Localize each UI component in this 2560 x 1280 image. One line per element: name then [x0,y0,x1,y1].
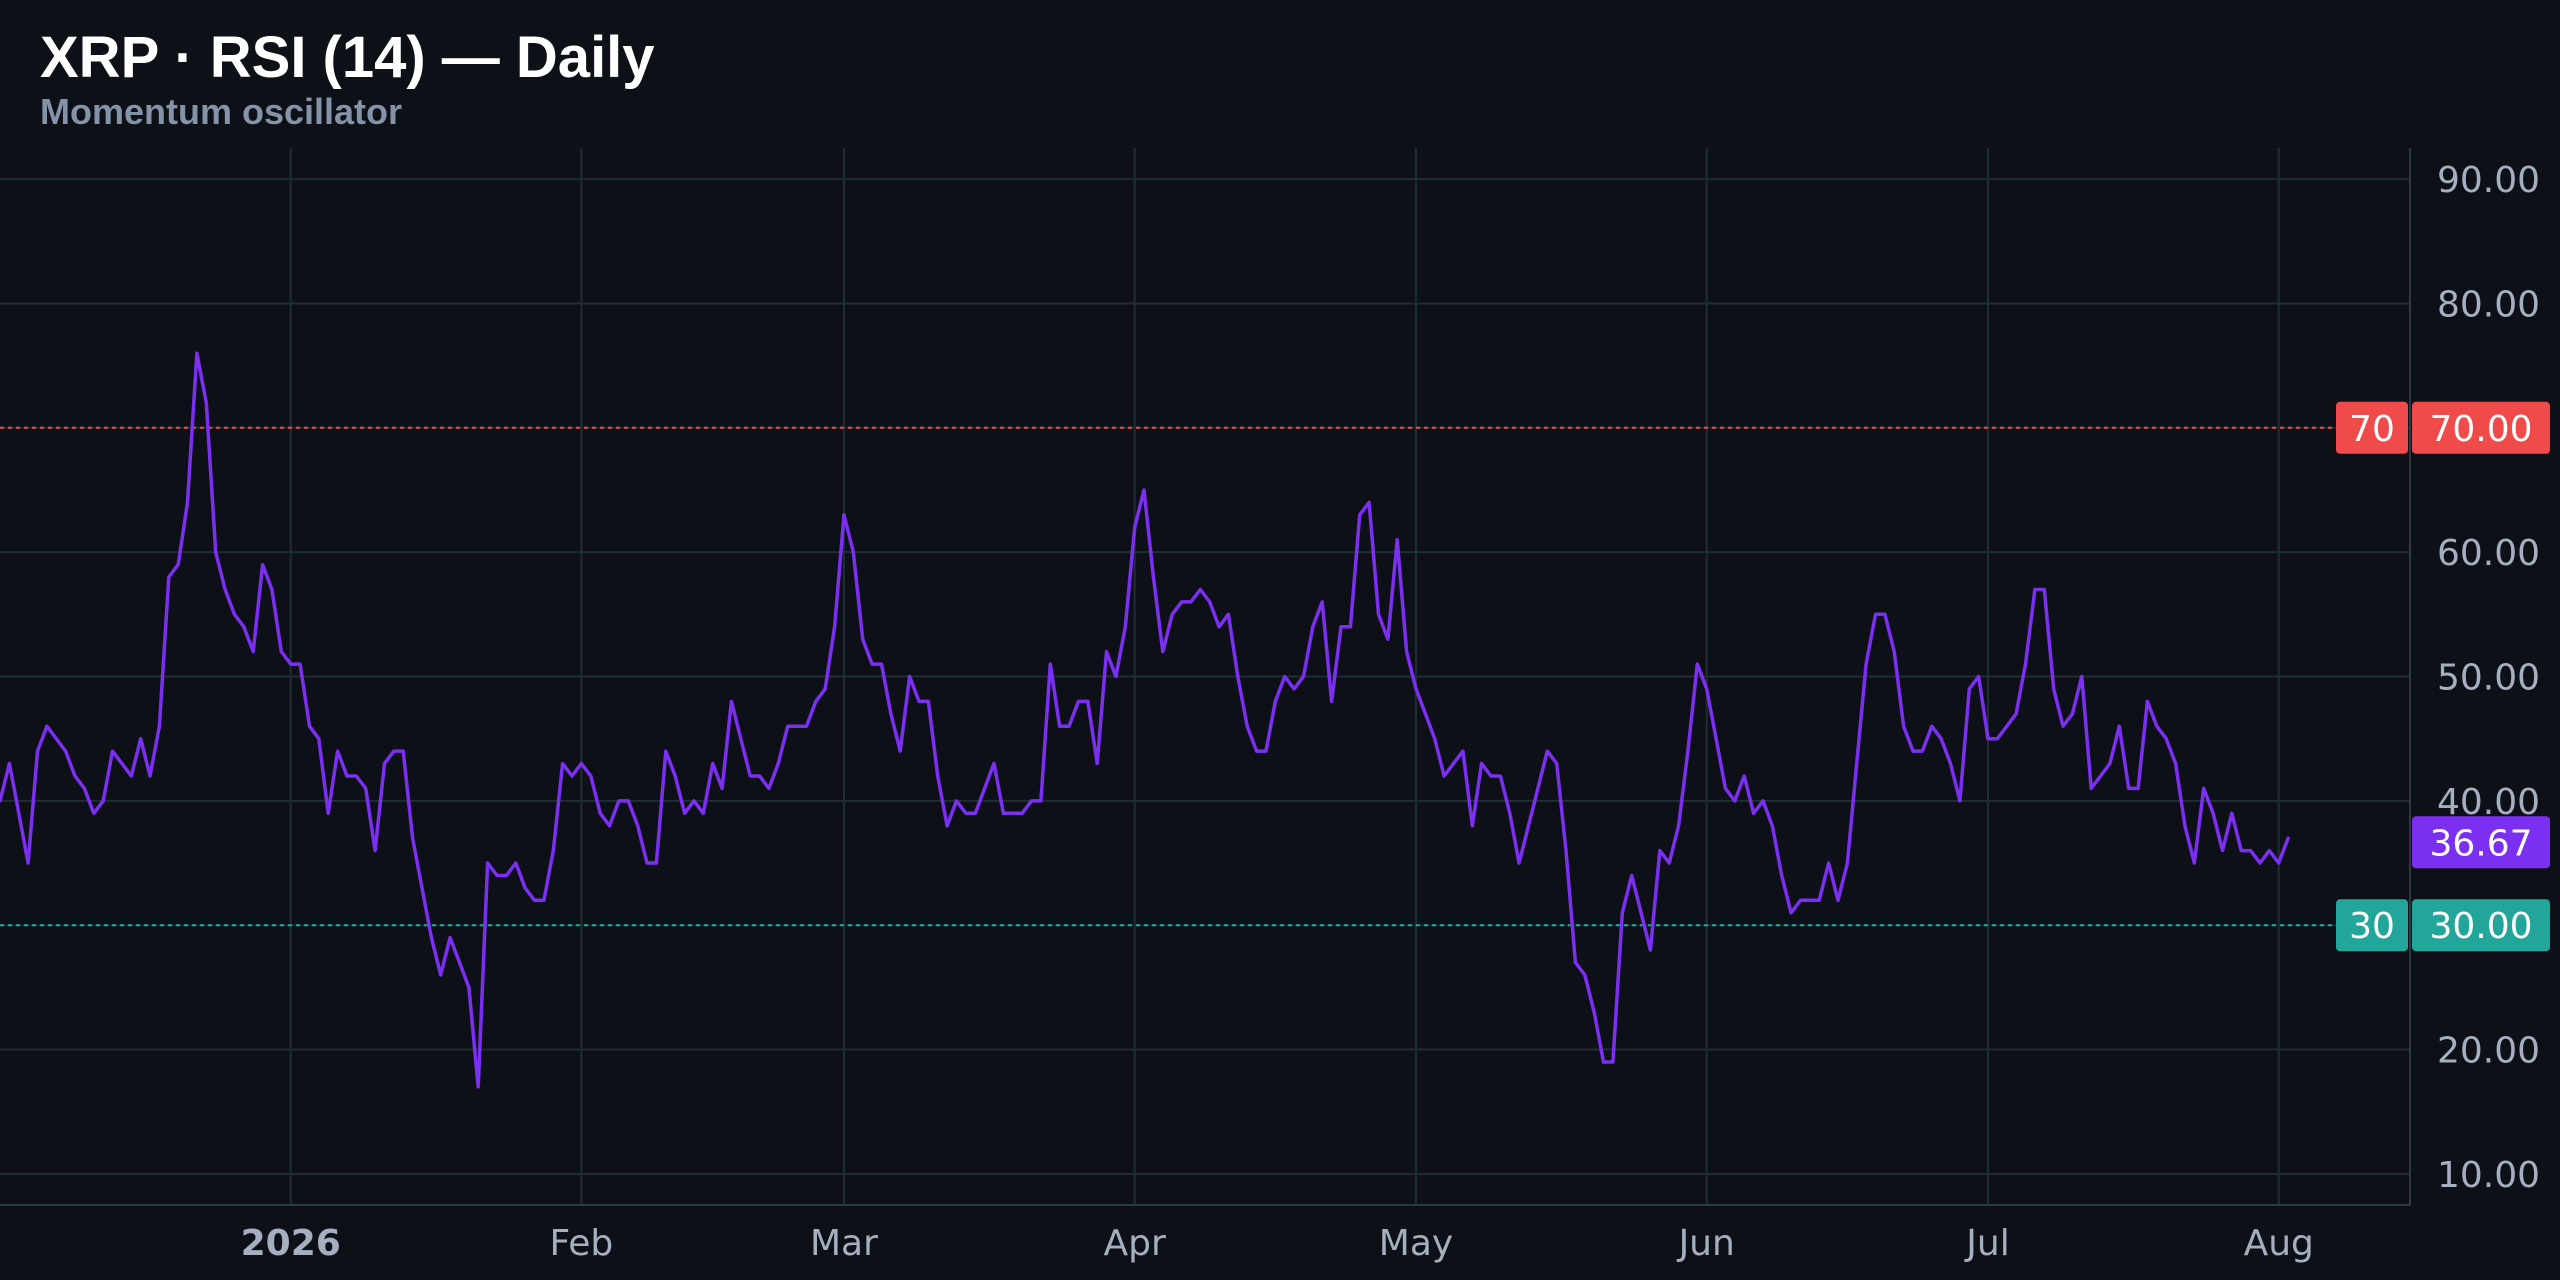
level-lines [0,426,2335,927]
level-tag-30 [2336,899,2408,952]
grid-lines [0,148,2410,1205]
x-tick-label: 2026 [241,1223,341,1264]
level-tag-70 [2336,401,2408,454]
y-tick-label: 50.00 [2437,658,2540,699]
axis-level-tag-label: 70.00 [2429,409,2532,450]
y-tick-label: 60.00 [2437,533,2540,574]
x-tick-label: Mar [810,1223,878,1264]
time-axis[interactable]: 2026 Feb Mar Apr May Jun Jul Aug [0,1204,2410,1264]
current-value-tag [2412,816,2550,869]
y-tick-label: 40.00 [2437,782,2540,823]
x-tick-label: Jun [1677,1223,1735,1264]
level-tag-label: 70 [2349,409,2395,450]
axis-level-tag-label: 30.00 [2429,906,2532,947]
level-tag-label: 30 [2349,906,2395,947]
current-value-label: 36.67 [2429,823,2532,864]
y-tick-label: 90.00 [2437,160,2540,201]
chart-title: XRP · RSI (14) — Daily [40,25,655,90]
chart-header: XRP · RSI (14) — Daily Momentum oscillat… [40,22,655,132]
x-tick-label: Aug [2244,1223,2314,1264]
y-tick-label: 10.00 [2437,1155,2540,1196]
chart-subtitle: Momentum oscillator [40,91,403,132]
price-axis[interactable]: 10.00 20.00 40.00 50.00 60.00 80.00 90.00 [2409,148,2540,1205]
x-tick-label: May [1379,1223,1453,1264]
y-tick-label: 20.00 [2437,1031,2540,1072]
axis-tags: 70 70.00 30 30.00 36.67 [2336,401,2550,952]
rsi-line-layer [0,351,2290,1089]
rsi-line [0,351,2290,1089]
x-tick-label: Feb [550,1223,614,1264]
axis-level-tag-30 [2412,899,2550,952]
x-tick-label: Jul [1964,1223,2009,1264]
axis-level-tag-70 [2412,401,2550,454]
y-tick-label: 80.00 [2437,284,2540,325]
x-tick-label: Apr [1104,1223,1166,1264]
